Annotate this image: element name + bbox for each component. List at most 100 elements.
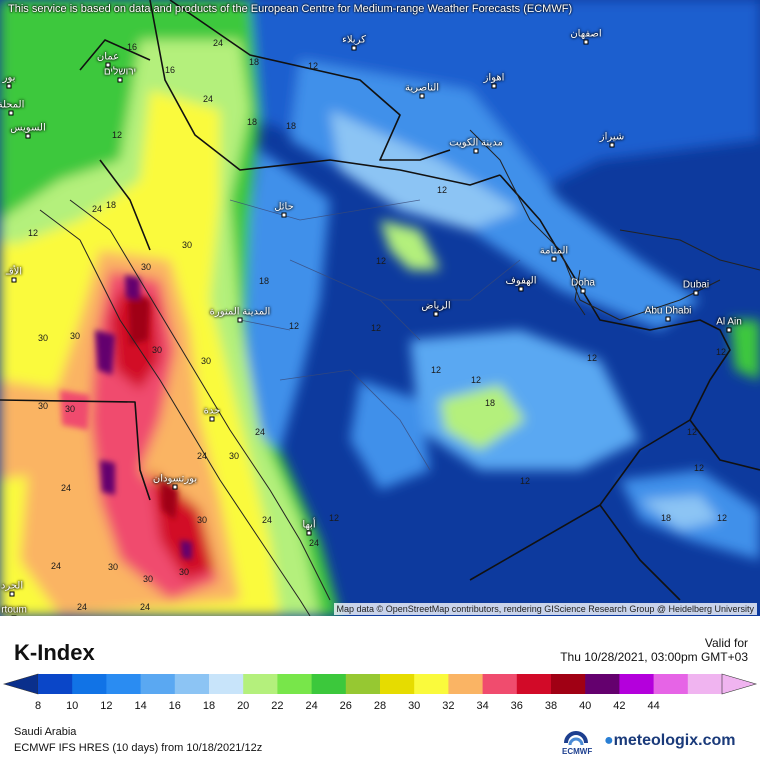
city-marker <box>473 148 479 154</box>
colorbar-tick-label: 24 <box>305 700 318 712</box>
city-marker <box>419 93 425 99</box>
colorbar-max-arrow <box>721 673 758 695</box>
contour-value-label: 16 <box>126 42 138 52</box>
contour-value-label: 12 <box>715 347 727 357</box>
city-label: شيراز <box>599 131 625 143</box>
contour-value-label: 18 <box>285 121 297 131</box>
colorbar-tick-label: 12 <box>100 700 113 712</box>
colorbar-swatch <box>448 674 484 694</box>
colorbar-swatch <box>140 674 176 694</box>
contour-value-label: 16 <box>164 65 176 75</box>
region-label: Saudi Arabia <box>14 726 77 738</box>
colorbar <box>2 673 758 695</box>
colorbar-swatch <box>380 674 415 694</box>
contour-value-label: 24 <box>261 515 273 525</box>
colorbar-tick-label: 8 <box>34 700 42 712</box>
contour-value-label: 24 <box>202 94 214 104</box>
city-marker <box>551 256 557 262</box>
city-marker <box>306 530 312 536</box>
map-credit[interactable]: Map data © OpenStreetMap contributors, r… <box>333 603 757 615</box>
colorbar-tick-label: 10 <box>66 700 79 712</box>
city-label: الناصرية <box>404 82 440 94</box>
city-marker <box>351 45 357 51</box>
contour-value-label: 24 <box>139 602 151 612</box>
city-label: Al Ain <box>716 316 742 328</box>
contour-value-label: 12 <box>111 130 123 140</box>
city-marker <box>172 484 178 490</box>
city-label: Dubai <box>682 279 710 291</box>
city-label: حائل <box>274 201 294 213</box>
city-label: الجرد <box>0 580 24 592</box>
city-marker <box>117 77 123 83</box>
contour-value-label: 18 <box>258 276 270 286</box>
city-label: عمان <box>96 51 120 63</box>
city-label: المدينة المنورة <box>209 306 271 318</box>
city-marker <box>693 290 699 296</box>
contour-value-label: 24 <box>60 483 72 493</box>
model-run-label: ECMWF IFS HRES (10 days) from 10/18/2021… <box>14 742 263 754</box>
colorbar-swatch <box>551 674 586 694</box>
colorbar-swatch <box>311 674 347 694</box>
colorbar-tick-label: 16 <box>168 700 181 712</box>
contour-value-label: 12 <box>686 427 698 437</box>
contour-value-label: 12 <box>288 321 300 331</box>
forecast-map[interactable]: This service is based on data and produc… <box>0 0 760 616</box>
contour-value-label: 18 <box>105 200 117 210</box>
colorbar-tick-label: 40 <box>579 700 592 712</box>
contour-value-label: 30 <box>142 574 154 584</box>
city-label: كربلاء <box>342 34 366 46</box>
colorbar-tick-label: 22 <box>271 700 284 712</box>
city-label: الرياض <box>421 300 451 312</box>
colorbar-swatch <box>72 674 107 694</box>
city-label: اصفهان <box>570 28 602 40</box>
city-label: الأقـ <box>5 266 23 278</box>
parameter-title: K-Index <box>14 640 95 665</box>
contour-value-label: 12 <box>436 185 448 195</box>
city-marker <box>433 311 439 317</box>
city-label: اهواز <box>483 72 505 84</box>
city-label: بورتسودان <box>152 473 198 485</box>
contour-value-label: 30 <box>200 356 212 366</box>
colorbar-swatch <box>209 674 244 694</box>
city-marker <box>518 286 524 292</box>
colorbar-tick-label: 32 <box>442 700 455 712</box>
city-marker <box>580 288 586 294</box>
city-marker <box>583 39 589 45</box>
colorbar-tick-label: 18 <box>202 700 216 712</box>
colorbar-tick-label: 42 <box>613 700 626 712</box>
city-label: rtoum <box>1 604 27 616</box>
contour-value-label: 30 <box>69 331 81 341</box>
city-marker <box>9 591 15 597</box>
contour-value-label: 24 <box>196 451 208 461</box>
contour-value-label: 18 <box>660 513 672 523</box>
valid-time: Thu 10/28/2021, 03:00pm GMT+03 <box>560 650 748 664</box>
city-label: الهفوف <box>505 275 537 287</box>
city-marker <box>726 327 732 333</box>
city-label: المحلة <box>0 99 25 111</box>
contour-value-label: 30 <box>107 562 119 572</box>
contour-value-label: 12 <box>519 476 531 486</box>
colorbar-tick-label: 30 <box>408 700 421 712</box>
contour-value-label: 12 <box>586 353 598 363</box>
ecmwf-logo-text: ECMWF <box>562 747 593 756</box>
contour-value-label: 12 <box>470 375 482 385</box>
meteologix-logo[interactable]: ●meteologix.com <box>604 732 735 750</box>
meteologix-logo-text: meteologix.com <box>613 732 736 749</box>
contour-value-label: 30 <box>178 567 190 577</box>
contour-value-label: 12 <box>328 513 340 523</box>
colorbar-tick-label: 44 <box>647 700 660 712</box>
colorbar-tick-label: 20 <box>237 700 250 712</box>
ecmwf-logo-icon <box>564 731 588 746</box>
city-label: أبها <box>302 519 316 531</box>
city-marker <box>11 615 17 616</box>
contour-value-label: 18 <box>248 57 260 67</box>
colorbar-swatch <box>619 674 655 694</box>
colorbar-swatch <box>277 674 313 694</box>
ecmwf-notice: This service is based on data and produc… <box>8 3 573 15</box>
map-field <box>0 0 760 616</box>
city-marker <box>491 83 497 89</box>
contour-value-label: 30 <box>37 333 49 343</box>
city-label: مدينة الكويت <box>449 137 503 149</box>
city-label: السويس <box>10 122 46 134</box>
contour-value-label: 12 <box>375 256 387 266</box>
